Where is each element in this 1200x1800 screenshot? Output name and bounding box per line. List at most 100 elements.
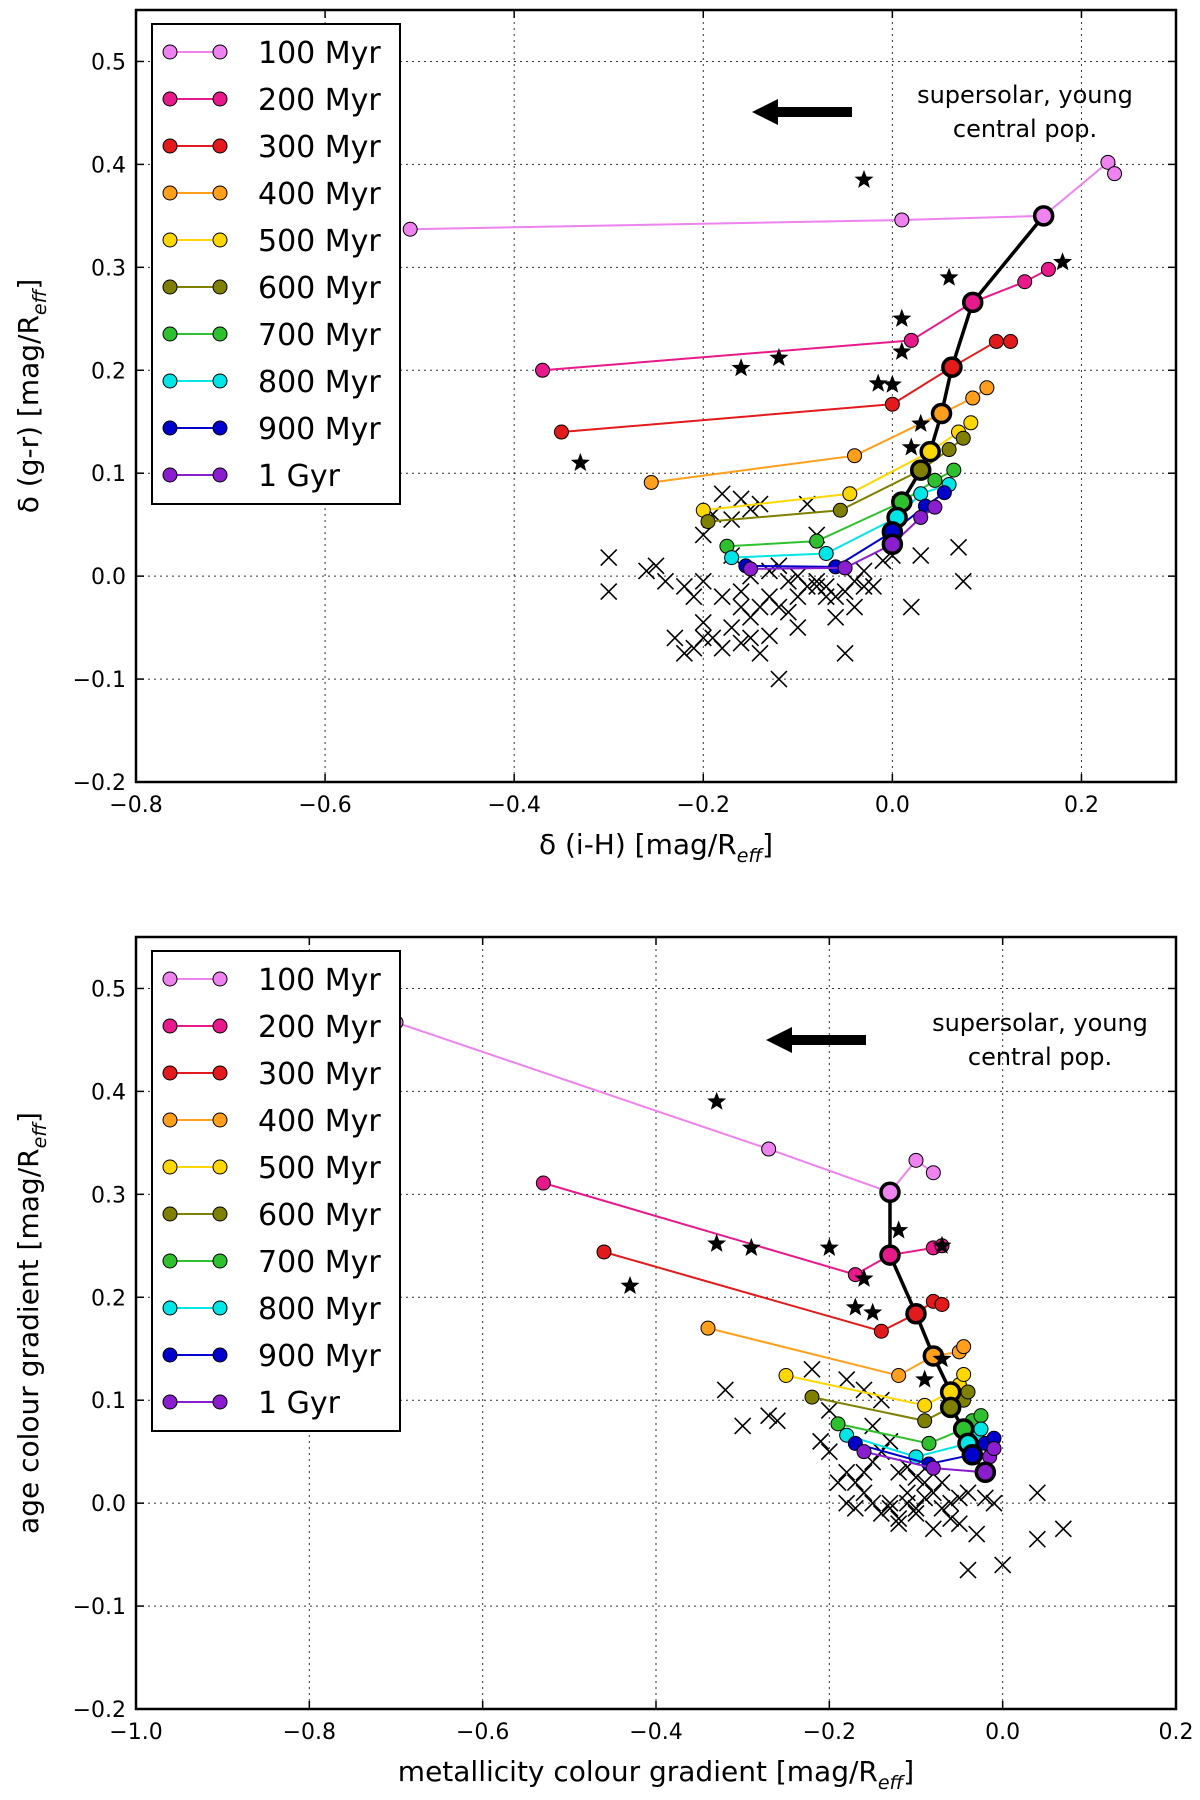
track-point bbox=[879, 1181, 901, 1204]
cross-marker bbox=[666, 629, 684, 647]
legend-label: 500 Myr bbox=[258, 224, 381, 259]
series-point bbox=[1107, 166, 1123, 182]
plot-area bbox=[402, 154, 1123, 688]
annotation-line-1: supersolar, young bbox=[917, 81, 1133, 109]
series-point bbox=[842, 486, 858, 502]
cross-marker bbox=[829, 1473, 847, 1492]
track-point bbox=[879, 1244, 901, 1266]
cross-marker bbox=[647, 557, 665, 575]
series-point bbox=[894, 212, 910, 228]
cross-marker bbox=[637, 562, 656, 580]
series-point bbox=[804, 1389, 820, 1405]
star-marker bbox=[570, 452, 590, 471]
legend-marker bbox=[162, 326, 178, 342]
cross-marker bbox=[838, 1371, 856, 1389]
series-point bbox=[925, 1165, 941, 1181]
legend-box bbox=[151, 23, 401, 505]
legend-label: 200 Myr bbox=[258, 1010, 381, 1045]
series-point bbox=[925, 1460, 941, 1476]
series-point bbox=[988, 333, 1004, 349]
legend-marker bbox=[212, 138, 228, 154]
series-point bbox=[908, 1152, 924, 1168]
series-point bbox=[553, 424, 569, 440]
cross-marker bbox=[723, 619, 741, 637]
series-point bbox=[917, 1413, 933, 1429]
legend-label: 800 Myr bbox=[258, 1292, 381, 1327]
track-point bbox=[1032, 205, 1055, 227]
cross-marker bbox=[820, 1443, 838, 1461]
series-point bbox=[743, 561, 759, 577]
cross-marker bbox=[985, 1494, 1003, 1512]
cross-marker bbox=[732, 583, 750, 601]
cross-marker bbox=[789, 619, 807, 637]
series-point bbox=[778, 1367, 794, 1383]
legend-marker bbox=[162, 971, 178, 987]
legend-label: 800 Myr bbox=[258, 365, 381, 400]
cross-marker bbox=[713, 639, 731, 657]
series-point bbox=[818, 545, 834, 561]
legend-marker bbox=[212, 1347, 228, 1363]
cross-marker bbox=[890, 1463, 908, 1481]
cross-marker bbox=[846, 1473, 864, 1492]
cross-marker bbox=[942, 1510, 960, 1528]
cross-marker bbox=[770, 670, 788, 688]
cross-marker bbox=[902, 598, 920, 616]
cross-marker bbox=[838, 1463, 856, 1481]
series-point bbox=[700, 514, 716, 530]
legend-label: 400 Myr bbox=[258, 177, 381, 212]
legend-marker bbox=[162, 1253, 178, 1269]
cross-marker bbox=[855, 577, 873, 595]
series-point bbox=[946, 462, 962, 478]
legend-marker bbox=[212, 1065, 228, 1081]
legend-label: 900 Myr bbox=[258, 412, 381, 447]
cross-marker bbox=[950, 1489, 968, 1507]
series-point bbox=[832, 502, 848, 518]
star-marker bbox=[892, 308, 912, 327]
legend-label: 1 Gyr bbox=[258, 459, 341, 494]
y-axis-label: age colour gradient [mag/Reff] bbox=[12, 1112, 51, 1534]
series-point bbox=[965, 390, 981, 406]
cross-marker bbox=[768, 1412, 786, 1430]
cross-marker bbox=[881, 1494, 899, 1512]
series-point bbox=[809, 533, 825, 549]
y-tick-label: 0.2 bbox=[91, 359, 126, 384]
cross-marker bbox=[907, 1499, 925, 1517]
legend-label: 1 Gyr bbox=[258, 1386, 341, 1421]
cross-marker bbox=[890, 1510, 908, 1528]
x-axis-label: metallicity colour gradient [mag/Reff] bbox=[398, 1755, 914, 1794]
legend-marker bbox=[212, 420, 228, 436]
star-marker bbox=[1053, 252, 1073, 271]
cross-marker bbox=[741, 629, 760, 647]
series-point bbox=[837, 560, 853, 576]
series-point bbox=[934, 1296, 950, 1312]
series-line bbox=[410, 160, 1116, 231]
legend-marker bbox=[162, 44, 178, 60]
series-point bbox=[927, 472, 943, 488]
x-tick-label: −0.6 bbox=[456, 1720, 509, 1745]
legend-label: 300 Myr bbox=[258, 130, 381, 165]
annotation-line-1: supersolar, young bbox=[932, 1009, 1148, 1037]
legend-label: 700 Myr bbox=[258, 318, 381, 353]
series-point bbox=[884, 396, 900, 412]
legend-label: 600 Myr bbox=[258, 1198, 381, 1233]
y-tick-label: 0.1 bbox=[91, 1389, 126, 1414]
y-tick-label: −0.1 bbox=[73, 668, 126, 693]
legend-marker bbox=[162, 1347, 178, 1363]
legend: 100 Myr 200 Myr 300 Myr 400 Myr 500 Myr 600 M… bbox=[151, 23, 401, 505]
series-point bbox=[700, 1320, 716, 1336]
cross-marker bbox=[1028, 1530, 1046, 1548]
cross-marker bbox=[976, 1489, 994, 1507]
x-tick-label: 0.0 bbox=[985, 1720, 1020, 1745]
x-tick-label: 0.0 bbox=[875, 793, 910, 818]
series-point bbox=[891, 1367, 907, 1383]
cross-marker bbox=[924, 1484, 942, 1502]
cross-marker bbox=[685, 639, 703, 657]
legend-label: 400 Myr bbox=[258, 1104, 381, 1139]
series-point bbox=[941, 442, 957, 458]
star-marker bbox=[819, 1237, 839, 1256]
cross-marker bbox=[1054, 1520, 1072, 1538]
legend-label: 900 Myr bbox=[258, 1339, 381, 1374]
x-tick-label: −0.8 bbox=[283, 1720, 336, 1745]
legend-marker bbox=[162, 1394, 178, 1410]
